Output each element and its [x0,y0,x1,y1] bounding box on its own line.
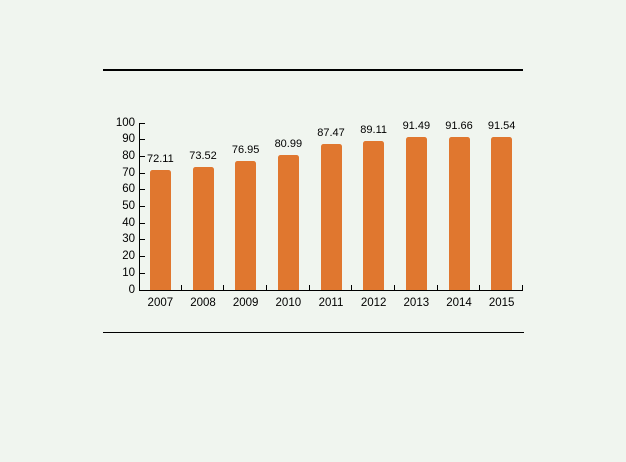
bar [277,154,299,290]
y-axis-tick [140,139,145,141]
y-axis-tick-label: 20 [122,250,135,263]
bar-value-label: 89.11 [360,124,388,137]
y-axis-tick [140,272,145,274]
bar [235,161,257,290]
x-axis-category-label: 2010 [275,297,302,309]
x-axis-category-label: 2015 [488,297,515,309]
x-axis-category-label: 2009 [232,297,259,309]
bottom-horizontal-rule [103,331,524,333]
x-axis-tick [394,285,395,290]
y-axis-tick [140,172,145,174]
y-axis-tick [140,122,145,124]
x-axis-category-label: 2014 [446,297,472,309]
y-axis-tick-label: 70 [122,166,135,179]
x-axis-tick [351,285,353,290]
y-axis-tick-label: 40 [122,216,135,229]
top-horizontal-rule [103,69,523,71]
y-axis-tick-label: 60 [122,183,135,196]
bar [363,141,385,290]
x-axis-category-label: 2007 [147,297,174,309]
x-axis-line [139,290,523,291]
y-axis-tick-label: 10 [122,266,135,279]
x-axis-tick [436,285,438,290]
bar [320,143,342,290]
x-axis-tick [266,285,267,290]
x-axis-category-label: 2008 [190,297,216,309]
x-axis-tick [522,285,523,290]
bar-value-label: 80.99 [274,137,303,150]
y-axis-tick-label: 0 [128,283,135,296]
y-axis-tick-label: 90 [122,133,135,146]
bar-value-label: 73.52 [189,150,217,163]
y-axis-tick-label: 100 [115,116,135,129]
y-axis-tick-label: 50 [122,200,135,212]
bar [491,137,513,290]
y-axis-tick-label: 80 [122,149,135,162]
y-axis-tick-label: 30 [122,233,135,246]
x-axis-category-label: 2012 [360,297,387,309]
bar-value-label: 91.54 [487,120,516,133]
x-axis-tick [479,285,481,290]
y-axis-tick [140,222,145,224]
y-axis-tick [140,256,145,258]
y-axis-line [139,123,140,291]
bar [149,169,171,290]
bar-value-label: 91.66 [445,119,473,132]
bar [192,167,214,290]
bar-value-label: 76.95 [231,144,260,157]
bar [448,136,470,290]
bar-value-label: 87.47 [317,126,345,139]
bar-value-label: 72.11 [146,152,174,165]
bar-chart-plot: 0 10 20 30 40 50 60 70 80 90 100 72.11 2007 73.52 2008… [116,117,523,309]
bar [405,137,427,290]
x-axis-category-label: 2011 [318,297,344,309]
x-axis-tick [180,285,182,290]
y-axis-tick [140,189,145,191]
y-axis-tick [140,206,145,207]
bar-value-label: 91.49 [402,120,431,133]
y-axis-tick [140,155,145,157]
y-axis-tick [140,239,145,241]
x-axis-tick [223,285,225,290]
x-axis-category-label: 2013 [403,297,430,309]
x-axis-tick [308,285,310,290]
